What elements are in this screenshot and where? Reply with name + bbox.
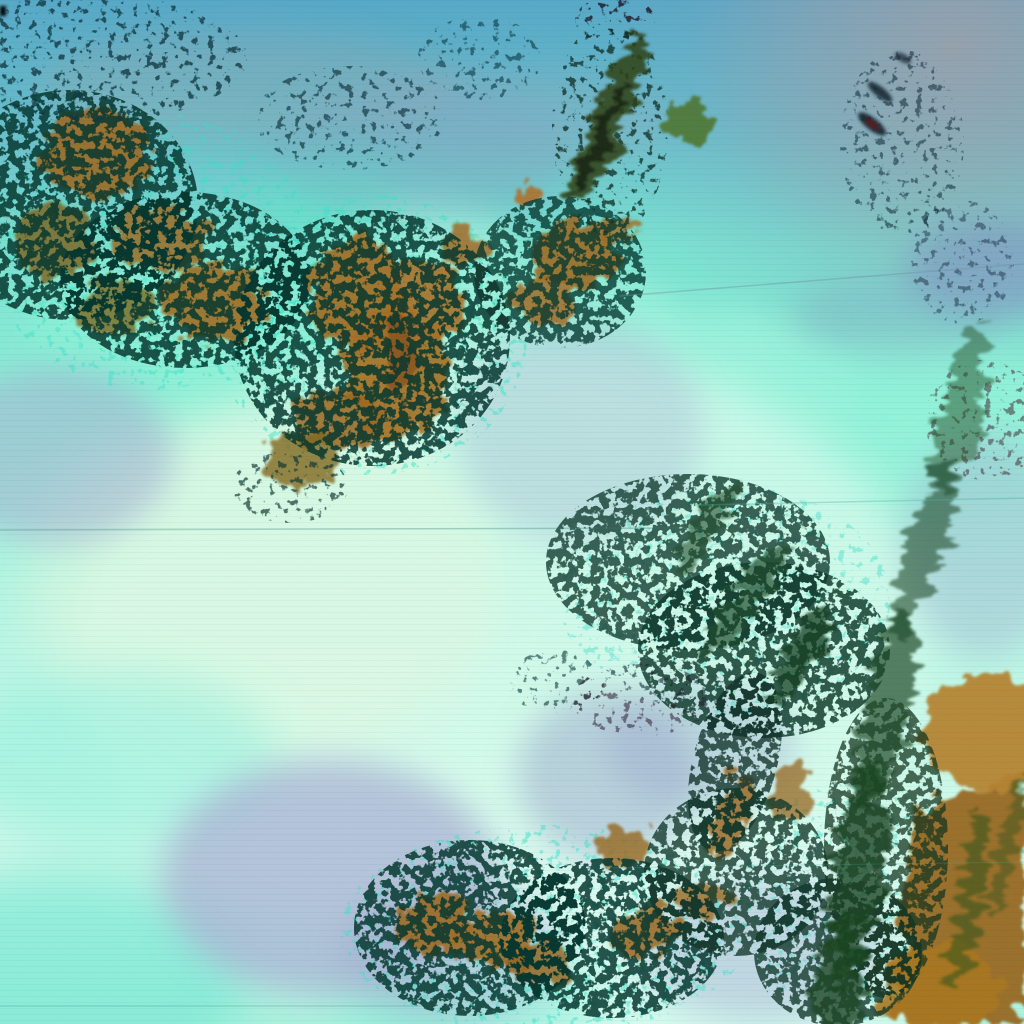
satellite-image bbox=[0, 0, 1024, 1024]
film-grain-overlay bbox=[0, 0, 1024, 1024]
satellite-viewport bbox=[0, 0, 1024, 1024]
